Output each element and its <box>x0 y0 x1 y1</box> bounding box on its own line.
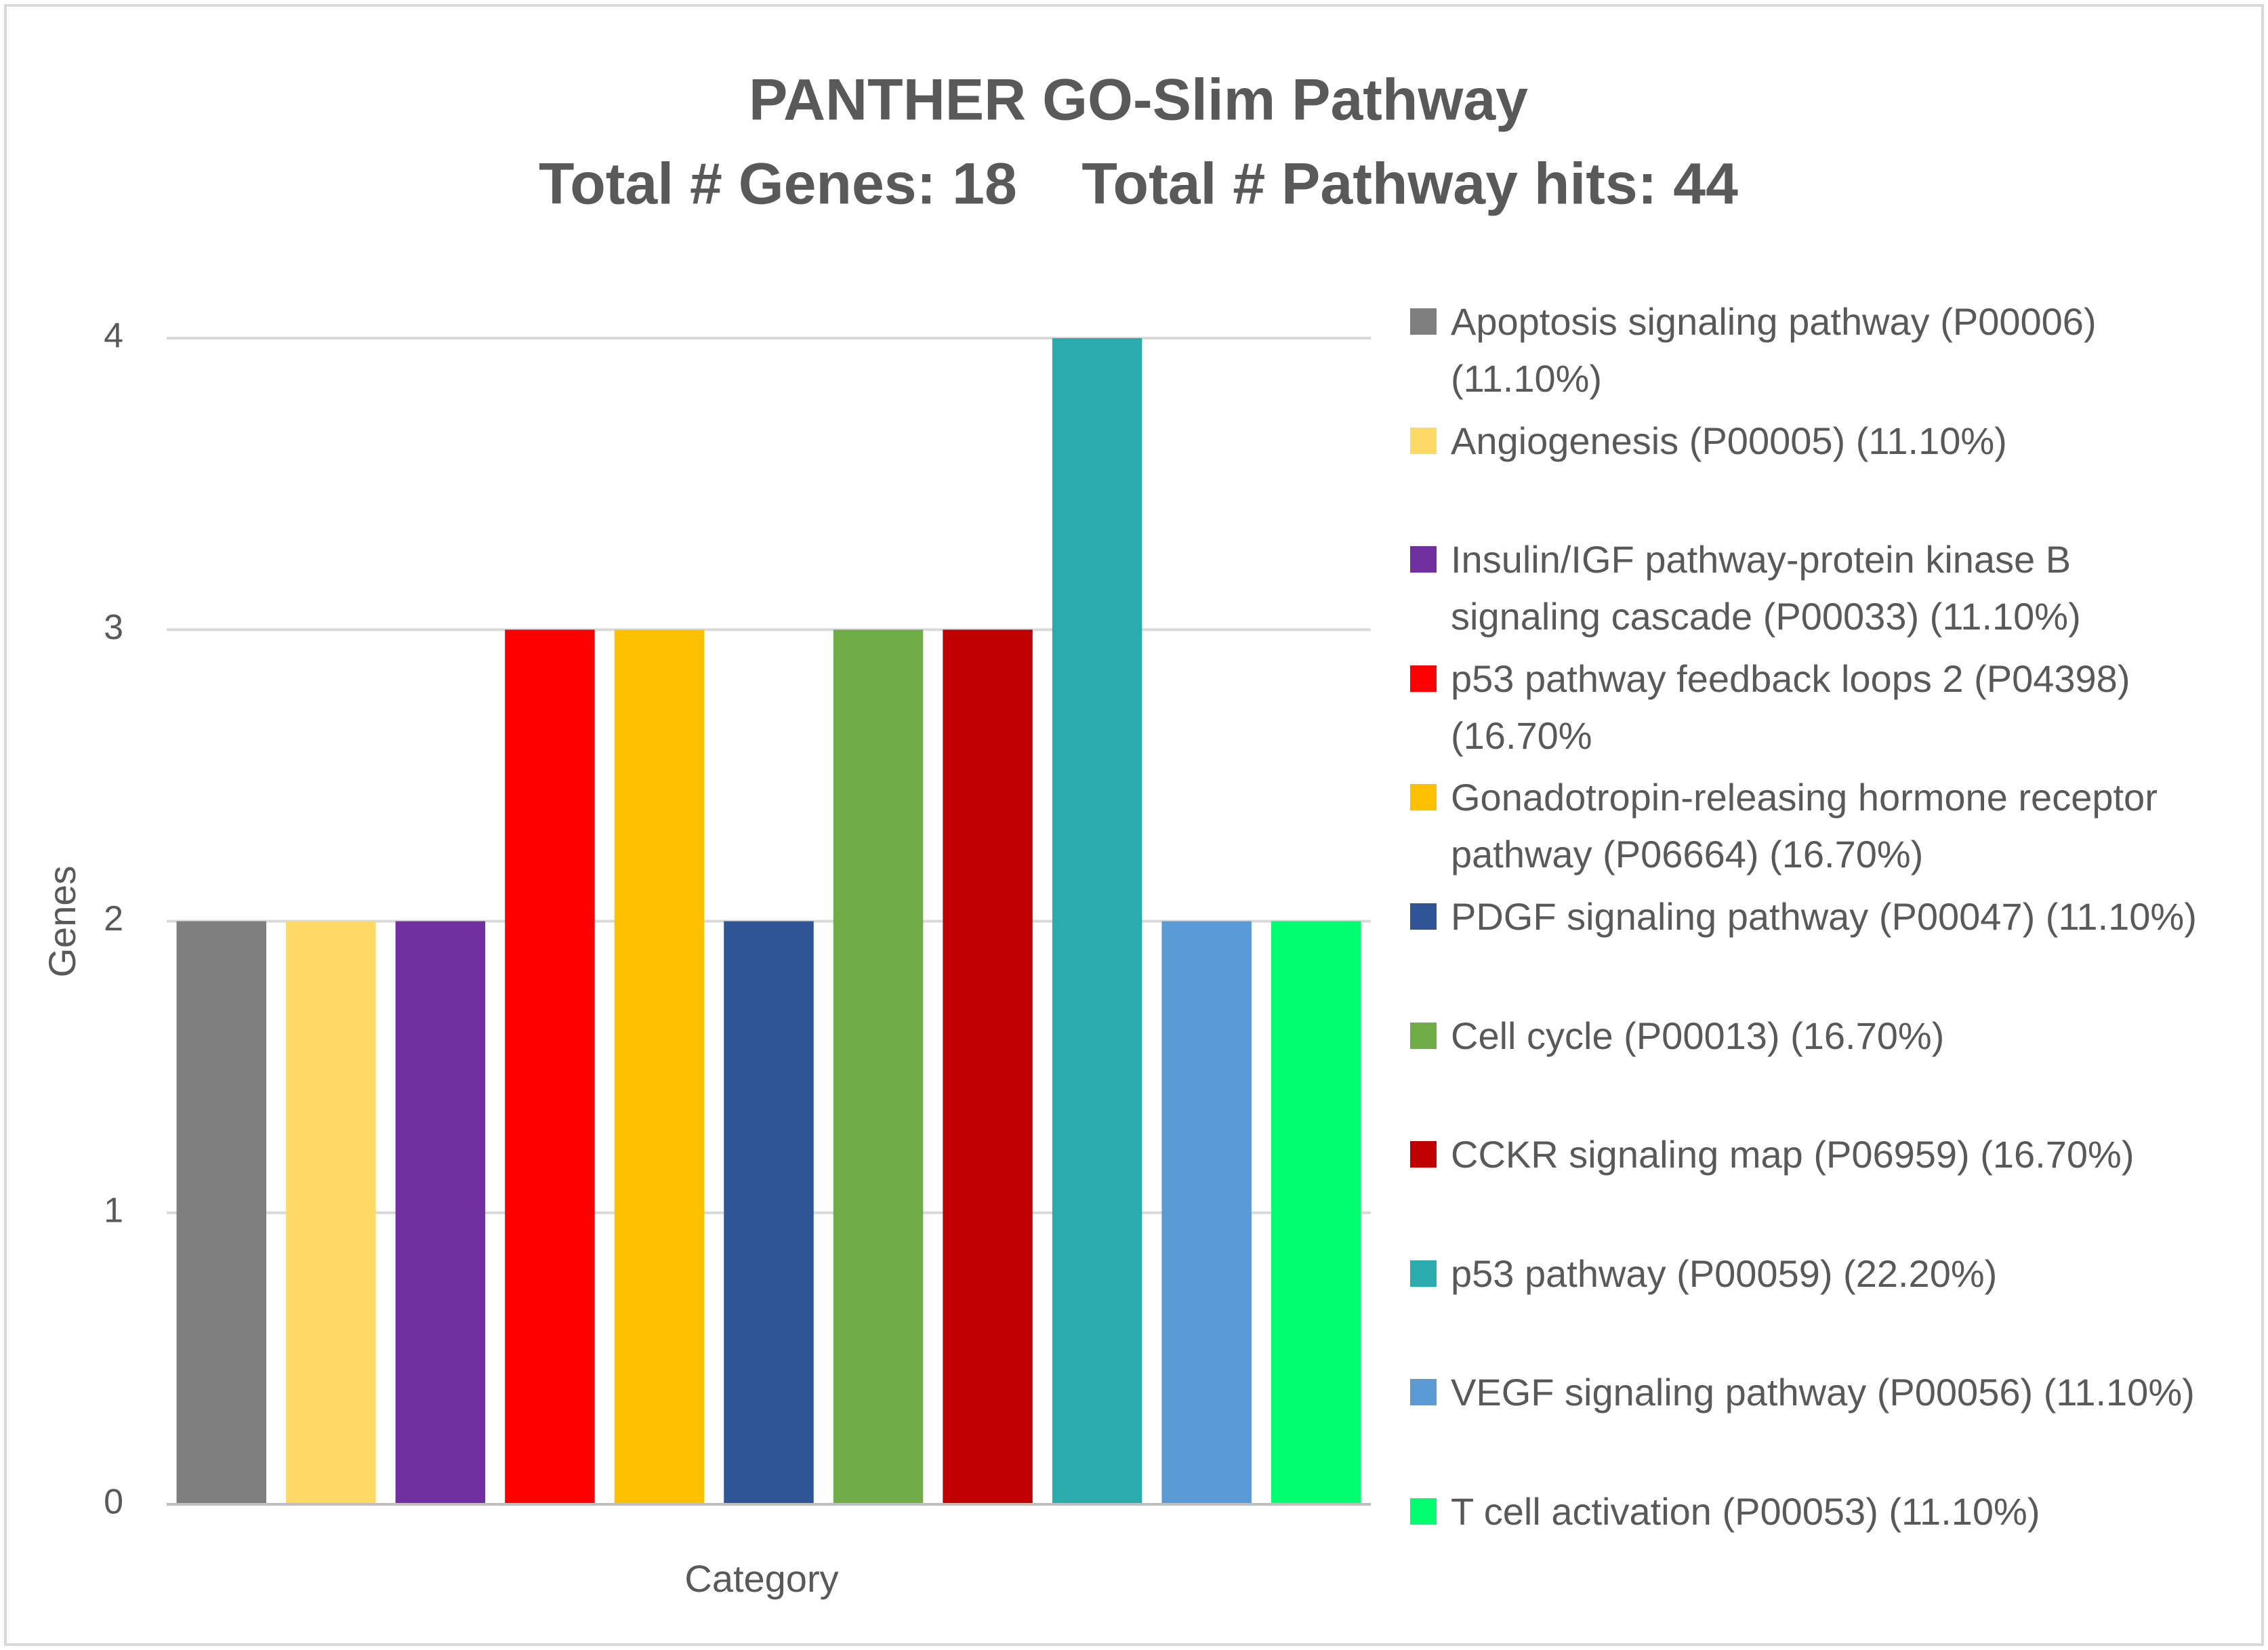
legend-entry: Cell cycle (P00013) (16.70%) <box>1410 1008 2223 1065</box>
bar <box>505 630 595 1504</box>
legend-label: Cell cycle (P00013) (16.70%) <box>1451 1014 1945 1057</box>
bar <box>1052 338 1142 1504</box>
legend-swatch <box>1410 784 1437 811</box>
legend-entry: p53 pathway feedback loops 2 (P04398) (1… <box>1410 651 2223 764</box>
bar <box>1271 921 1361 1504</box>
bar <box>286 921 376 1504</box>
legend-swatch <box>1410 308 1437 335</box>
legend-label: p53 pathway feedback loops 2 (P04398) (1… <box>1451 657 2130 757</box>
legend-swatch <box>1410 1498 1437 1525</box>
legend-swatch <box>1410 903 1437 930</box>
bar <box>176 921 267 1504</box>
legend-label: p53 pathway (P00059) (22.20%) <box>1451 1252 1998 1295</box>
legend-entry: VEGF signaling pathway (P00056) (11.10%) <box>1410 1364 2223 1421</box>
y-axis-title: Genes <box>41 866 83 978</box>
legend-swatch <box>1410 665 1437 692</box>
legend-swatch <box>1410 1022 1437 1049</box>
legend-label: Gonadotropin-releasing hormone receptor … <box>1451 776 2158 876</box>
legend-label: CCKR signaling map (P06959) (16.70%) <box>1451 1133 2135 1176</box>
legend-swatch <box>1410 546 1437 573</box>
legend-label: VEGF signaling pathway (P00056) (11.10%) <box>1451 1371 2195 1414</box>
legend-entry: Angiogenesis (P00005) (11.10%) <box>1410 413 2223 470</box>
legend-entry: Insulin/IGF pathway-protein kinase B sig… <box>1410 531 2223 645</box>
legend-entry: CCKR signaling map (P06959) (16.70%) <box>1410 1126 2223 1183</box>
bar <box>833 630 924 1504</box>
legend-entry: Apoptosis signaling pathway (P00006) (11… <box>1410 293 2223 407</box>
y-tick-label: 2 <box>104 899 123 939</box>
legend-label: T cell activation (P00053) (11.10%) <box>1451 1490 2040 1533</box>
y-tick-label: 0 <box>104 1483 123 1522</box>
bar <box>943 630 1033 1504</box>
x-axis-title: Category <box>684 1557 838 1600</box>
chart-title: PANTHER GO-Slim Pathway <box>749 68 1528 133</box>
legend-label: Insulin/IGF pathway-protein kinase B sig… <box>1451 538 2081 638</box>
legend-entry: Gonadotropin-releasing hormone receptor … <box>1410 769 2223 883</box>
bar <box>1161 921 1252 1504</box>
chart-subtitle: Total # Genes: 18 Total # Pathway hits: … <box>539 152 1738 217</box>
legend-entry: PDGF signaling pathway (P00047) (11.10%) <box>1410 888 2223 945</box>
legend-label: Apoptosis signaling pathway (P00006) (11… <box>1451 300 2097 400</box>
legend-swatch <box>1410 1260 1437 1287</box>
legend-label: PDGF signaling pathway (P00047) (11.10%) <box>1451 895 2197 938</box>
legend-entry: T cell activation (P00053) (11.10%) <box>1410 1483 2223 1540</box>
bar <box>395 921 486 1504</box>
legend-swatch <box>1410 427 1437 454</box>
y-tick-label: 4 <box>104 316 123 356</box>
legend-entry: p53 pathway (P00059) (22.20%) <box>1410 1245 2223 1302</box>
legend-swatch <box>1410 1141 1437 1168</box>
legend-label: Angiogenesis (P00005) (11.10%) <box>1451 419 2007 462</box>
bar <box>724 921 814 1504</box>
bar <box>614 630 705 1504</box>
y-tick-label: 3 <box>104 608 123 647</box>
y-tick-label: 1 <box>104 1191 123 1230</box>
legend-swatch <box>1410 1379 1437 1406</box>
